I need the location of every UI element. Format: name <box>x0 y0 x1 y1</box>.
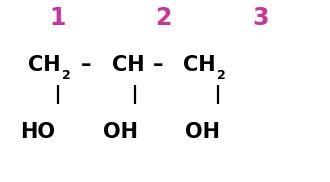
Text: CH: CH <box>183 55 216 75</box>
Text: 2: 2 <box>217 69 226 82</box>
Text: 2: 2 <box>155 6 172 30</box>
Text: CH: CH <box>28 55 61 75</box>
Text: HO: HO <box>20 122 55 142</box>
Text: –: – <box>153 55 164 75</box>
Text: OH: OH <box>185 122 220 142</box>
Text: OH: OH <box>103 122 138 142</box>
Text: –: – <box>81 55 91 75</box>
Text: 1: 1 <box>50 6 66 30</box>
Text: CH: CH <box>112 55 145 75</box>
Text: 3: 3 <box>252 6 269 30</box>
Text: 2: 2 <box>62 69 71 82</box>
